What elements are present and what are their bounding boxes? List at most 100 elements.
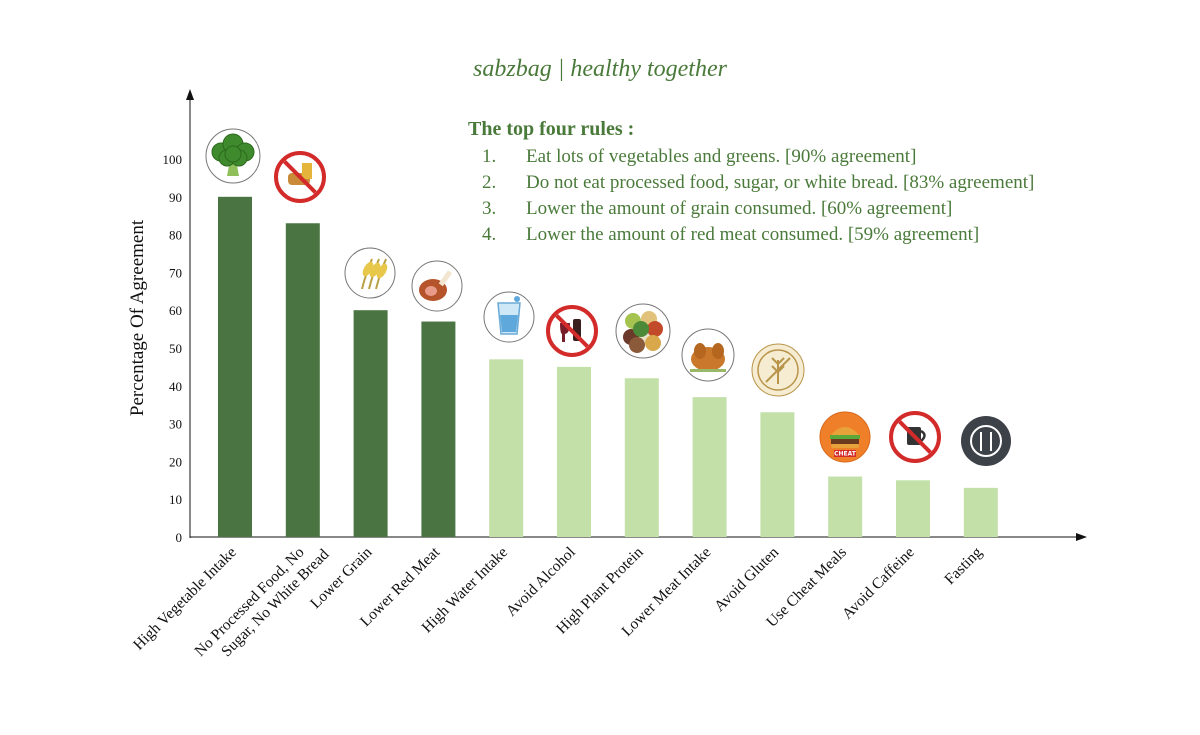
no-alcohol-icon [545,304,599,358]
rule-text: Lower the amount of red meat consumed. [… [526,224,980,245]
bar [489,359,524,537]
seal-ring [757,349,799,391]
seal-slash [765,357,791,383]
broccoli-icon [205,128,261,184]
bar [624,378,659,537]
fries-shape [302,163,312,179]
no-sign-ring [889,411,941,463]
bar [828,476,863,537]
water-splash [514,296,520,302]
legume-pile [629,337,645,353]
no-sign-slash [283,160,317,194]
y-tick-label: 60 [169,303,182,318]
y-tick-label: 90 [169,190,182,205]
y-tick-label: 50 [169,341,182,356]
cheat-burger-icon: CHEAT [819,411,871,463]
broccoli-floret [224,145,242,163]
y-tick-label: 10 [169,492,182,507]
bar [421,321,456,537]
grain-head [369,262,381,278]
chart-icons: CHEAT [205,128,1011,466]
x-tick-label-line: Avoid Alcohol [503,544,579,620]
rule-text: Eat lots of vegetables and greens. [90% … [526,146,917,167]
rules-title: The top four rules : [468,118,635,140]
bar [692,397,727,537]
chart-axes: 0 10 20 30 40 50 60 70 80 90 100 Percentage Of Agre… [127,89,1087,545]
red-meat-icon [411,260,463,312]
icon-circle [961,416,1011,466]
x-tick-label: Fasting [941,544,985,588]
no-junk-food-icon [273,150,327,204]
rules-list: 1. Eat lots of vegetables and greens. [90… [468,144,1034,248]
gluten-free-icon [751,343,805,397]
rule-item: 4. Lower the amount of red meat consumed.… [468,222,1034,248]
legume-pile [645,335,661,351]
y-tick-label: 80 [169,228,182,243]
y-tick-label: 0 [176,530,183,545]
rule-number: 4. [482,224,497,245]
y-tick-label: 100 [163,152,183,167]
water-glass-icon [483,291,535,343]
x-tick-label: Avoid Caffeine [839,544,918,623]
x-axis-arrow [1076,533,1087,541]
y-axis-arrow [186,89,194,100]
cheat-banner [834,450,856,457]
no-sign-slash [898,420,932,454]
meat-cut [425,286,437,296]
no-sign-ring [274,151,326,203]
x-tick-label-line: Avoid Gluten [711,544,782,615]
legume-pile [633,321,649,337]
cup-handle [920,429,926,442]
rule-number: 2. [482,172,497,193]
no-sign-ring [546,305,598,357]
x-tick-label-line: Fasting [941,544,985,588]
rule-item: 2. Do not eat processed food, sugar, or w… [468,170,1034,196]
legume-pile [647,321,663,337]
burger-patty [831,439,859,444]
rule-number: 3. [482,198,497,219]
grain-icon [344,247,396,299]
y-tick-label: 20 [169,454,182,469]
meat-bone [438,270,453,287]
chicken-leg [712,343,724,359]
bar [963,487,998,537]
chart-bars [218,196,998,538]
no-caffeine-icon [888,410,942,464]
x-tick-label-line: No Processed Food, No [191,544,307,660]
bar [285,223,320,537]
no-sign-slash [555,314,589,348]
rule-text: Do not eat processed food, sugar, or whi… [526,172,1035,193]
bar [557,366,591,537]
burger-lettuce [830,435,860,439]
rule-item: 3. Lower the amount of grain consumed. [6… [468,196,1034,222]
rule-text: Lower the amount of grain consumed. [60%… [526,198,953,219]
x-tick-label-line: Avoid Caffeine [839,544,918,623]
grain-head [362,261,374,277]
grain-head [376,263,388,279]
x-tick-label: Avoid Alcohol [503,544,579,620]
wheat-symbol [771,357,785,384]
glass-water [500,315,518,332]
y-tick-label: 70 [169,265,182,280]
chart-subtitle: sabzbag | healthy together [473,56,727,82]
rule-number: 1. [482,146,497,167]
garnish [690,369,726,372]
chicken-leg [694,343,706,359]
plant-protein-icon [615,303,671,359]
bar [353,310,388,537]
roast-chicken-icon [681,328,735,382]
cheat-text: CHEAT [834,451,857,458]
plate-ring [970,425,1002,457]
x-tick-label: Avoid Gluten [711,544,782,615]
top-rules-box: The top four rules : 1. Eat lots of veget… [468,116,1034,248]
y-tick-label: 40 [169,379,182,394]
bar [218,196,252,538]
rule-item: 1. Eat lots of vegetables and greens. [90… [468,144,1034,170]
y-axis-title: Percentage Of Agreement [127,219,148,416]
bar [760,412,795,537]
burger-bun-top [831,427,859,435]
burger-bun-bottom [831,444,859,448]
bar [896,480,930,537]
